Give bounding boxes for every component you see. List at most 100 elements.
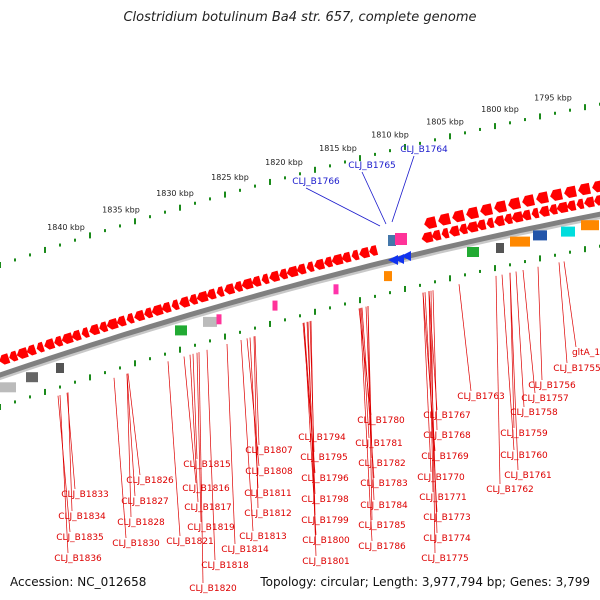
gene-forward [549, 203, 558, 215]
gene-arrow [99, 321, 109, 333]
track-tick [14, 400, 16, 404]
track-tick [569, 250, 571, 254]
gene-arrow [594, 194, 600, 206]
track-tick [539, 255, 541, 262]
gene-leader [430, 290, 436, 554]
feature-box [533, 230, 547, 241]
scale-tick-label: 1805 kbp [426, 118, 464, 127]
track-tick [509, 121, 511, 125]
gene-arrow [251, 275, 262, 287]
gene-forward [89, 323, 101, 336]
gene-arrow [341, 251, 352, 263]
gene-forward [134, 309, 146, 322]
track-tick [74, 238, 76, 242]
highlighted-gene-label: CLJ_B1766 [292, 177, 340, 187]
track-tick [119, 366, 121, 370]
gene-leader [254, 336, 260, 446]
gene-arrow [54, 335, 64, 347]
gene-forward [576, 198, 585, 210]
gene-forward [584, 196, 595, 208]
gene-forward [359, 247, 371, 259]
gene-label: CLJ_B1771 [419, 493, 467, 503]
gene-arrow [549, 203, 558, 215]
gene-leader [307, 321, 317, 557]
gene-leader [113, 377, 127, 539]
track-tick [389, 291, 391, 295]
gene-leader [126, 373, 132, 518]
highlighted-gene-label: CLJ_B1765 [348, 161, 396, 171]
gene-leader [360, 307, 370, 439]
track-tick [554, 111, 556, 115]
gene-label: CLJ_B1780 [357, 416, 405, 426]
gene-forward [196, 290, 209, 303]
track-tick [359, 155, 361, 162]
gene-forward [81, 327, 90, 338]
track-tick [164, 352, 166, 356]
gene-leader [189, 354, 199, 503]
gene-arrow [584, 196, 595, 208]
gene-forward [16, 347, 29, 359]
gene-label: CLJ_B1767 [423, 411, 471, 421]
gene-label: CLJ_B1833 [61, 490, 109, 500]
gene-arrow [536, 191, 550, 204]
gene-arrow [521, 209, 532, 221]
gene-forward [421, 231, 434, 243]
gene-label: CLJ_B1781 [355, 439, 403, 449]
track-tick [389, 149, 391, 153]
gene-leader [509, 272, 515, 429]
gene-label: CLJ_B1760 [500, 451, 548, 461]
gene-forward [224, 283, 236, 295]
gene-label: CLJ_B1815 [183, 460, 231, 470]
gene-arrow [106, 317, 119, 330]
gene-leader [428, 291, 434, 493]
feature-box [467, 247, 479, 257]
gene-forward [216, 286, 225, 297]
gene-label: CLJ_B1834 [58, 512, 106, 522]
highlight-box [388, 235, 396, 246]
gene-forward-outer [564, 185, 577, 198]
gene-leader [515, 271, 525, 408]
feature-box [0, 382, 16, 393]
gene-leader [167, 361, 181, 537]
gene-arrow [16, 347, 29, 359]
topology-text: Topology: circular; Length: 3,977,794 bp… [260, 575, 590, 589]
track-tick [344, 160, 346, 164]
gene-label: CLJ_B1821 [166, 537, 214, 547]
gene-forward-outer [550, 188, 563, 201]
gene-arrow [564, 185, 577, 198]
gene-forward [171, 299, 180, 311]
gene-label: CLJ_B1758 [510, 408, 558, 418]
gene-forward [594, 194, 600, 206]
gene-forward [0, 353, 11, 365]
feature-box [510, 236, 530, 247]
gene-arrow [359, 247, 371, 259]
gene-arrow [550, 188, 563, 201]
track-tick [254, 184, 256, 188]
gene-arrow [44, 338, 56, 350]
gene-forward-outer [536, 191, 550, 204]
gene-arrow [241, 277, 254, 290]
gene-forward [269, 270, 281, 282]
gene-arrow [556, 201, 569, 213]
track-tick [14, 258, 16, 262]
gene-arrow [576, 198, 585, 210]
gene-leader [367, 306, 373, 521]
accession-text: Accession: NC_012658 [10, 575, 147, 589]
track-tick [104, 229, 106, 233]
gene-leader [196, 352, 202, 523]
backbone-shadow [0, 215, 600, 381]
gene-arrow [26, 344, 37, 356]
highlighted-gene-label: CLJ_B1764 [400, 145, 448, 155]
gene-arrow [494, 215, 505, 227]
feature-box [581, 220, 599, 231]
gene-forward [241, 277, 254, 290]
gene-forward-outer [592, 180, 600, 193]
gene-label: CLJ_B1813 [239, 532, 287, 542]
gene-arrow [81, 327, 90, 338]
gene-forward [331, 253, 344, 266]
track-tick [449, 275, 451, 282]
track-tick [434, 280, 436, 284]
gene-forward [341, 251, 352, 263]
gene-label: CLJ_B1828 [117, 518, 165, 528]
gene-arrow [424, 216, 438, 229]
